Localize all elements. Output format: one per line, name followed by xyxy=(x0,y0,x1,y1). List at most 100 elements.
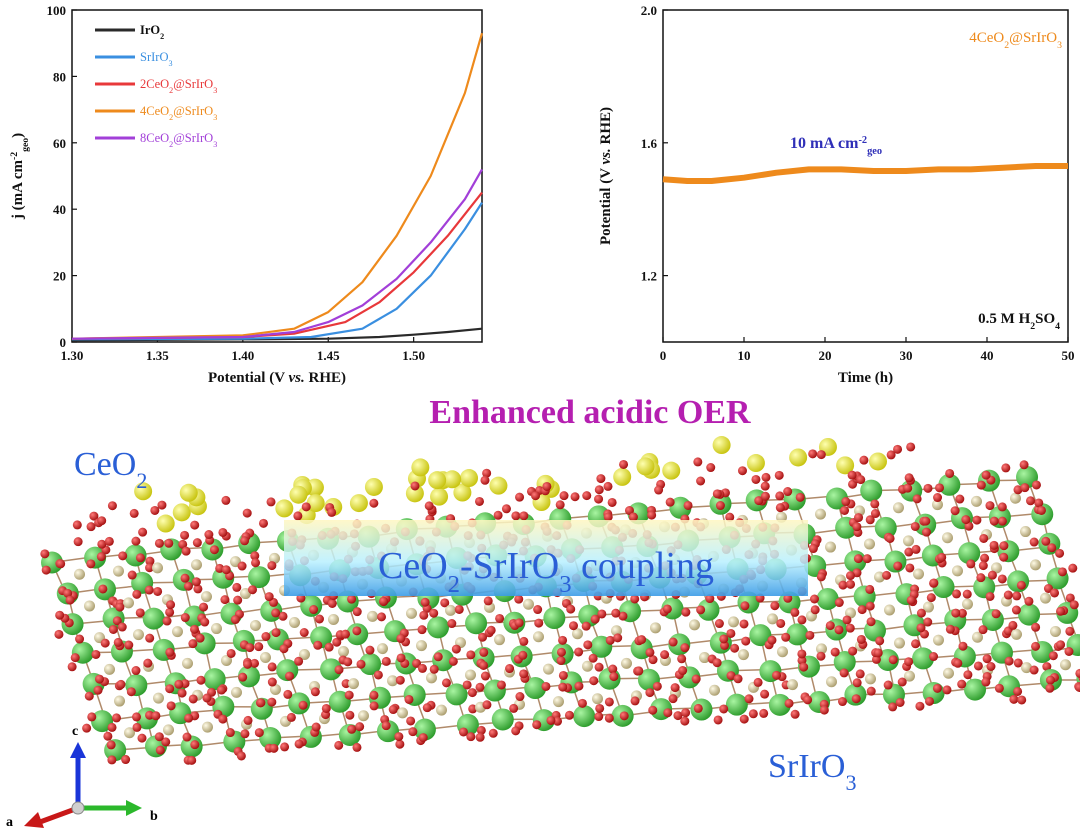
ce-atom xyxy=(747,454,765,472)
o-atom xyxy=(854,554,863,563)
o-atom xyxy=(74,537,83,546)
y-tick-label: 2.0 xyxy=(641,3,657,18)
o-atom xyxy=(132,712,141,721)
o-atom xyxy=(776,503,785,512)
o-atom xyxy=(244,716,253,725)
o-atom xyxy=(103,732,112,741)
a-axis-label: a xyxy=(6,815,13,830)
o-atom xyxy=(136,553,145,562)
o-atom xyxy=(647,511,656,520)
o-atom xyxy=(509,704,518,713)
o-atom xyxy=(82,724,91,733)
o-atom xyxy=(963,670,972,679)
o-atom xyxy=(429,609,438,618)
electrolyte-annotation: 0.5 M H2SO4 xyxy=(978,311,1060,332)
o-atom xyxy=(1020,460,1029,469)
o-atom xyxy=(858,605,867,614)
o-atom xyxy=(653,682,662,691)
o-atom xyxy=(608,665,617,674)
ce-atom xyxy=(613,468,631,486)
o-atom xyxy=(663,708,672,717)
o-atom xyxy=(574,647,583,656)
o-atom xyxy=(680,643,689,652)
sr-atom xyxy=(1007,570,1029,592)
o-atom xyxy=(809,544,818,553)
o-atom xyxy=(95,675,104,684)
o-atom xyxy=(856,669,865,678)
o-atom xyxy=(911,522,920,531)
o-atom xyxy=(1013,687,1022,696)
ce-atom xyxy=(350,494,368,512)
o-atom xyxy=(1047,543,1056,552)
o-atom xyxy=(87,712,96,721)
o-atom xyxy=(145,586,154,595)
o-atom xyxy=(1009,695,1018,704)
ir-atom xyxy=(348,678,359,689)
ir-atom xyxy=(182,658,193,669)
o-atom xyxy=(233,596,242,605)
o-atom xyxy=(835,598,844,607)
o-atom xyxy=(143,659,152,668)
ir-atom xyxy=(893,502,904,513)
o-atom xyxy=(190,625,199,634)
o-atom xyxy=(479,661,488,670)
o-atom xyxy=(299,701,308,710)
sr-atom xyxy=(465,612,487,634)
o-atom xyxy=(293,511,302,520)
o-atom xyxy=(328,599,337,608)
o-atom xyxy=(389,705,398,714)
o-atom xyxy=(108,501,117,510)
o-atom xyxy=(419,611,428,620)
ir-atom xyxy=(523,599,534,610)
o-atom xyxy=(180,531,189,540)
o-atom xyxy=(531,491,540,500)
o-atom xyxy=(696,476,705,485)
o-atom xyxy=(620,711,629,720)
ir-atom xyxy=(406,608,417,619)
o-atom xyxy=(66,596,75,605)
o-atom xyxy=(875,636,884,645)
o-atom xyxy=(353,607,362,616)
o-atom xyxy=(184,582,193,591)
o-atom xyxy=(357,660,366,669)
o-atom xyxy=(1065,627,1074,636)
o-atom xyxy=(848,647,857,656)
o-atom xyxy=(929,578,938,587)
o-atom xyxy=(796,493,805,502)
o-atom xyxy=(596,474,605,483)
plot-frame xyxy=(663,10,1068,342)
o-atom xyxy=(480,476,489,485)
legend-label: 4CeO2@SrIrO3 xyxy=(140,104,217,122)
o-atom xyxy=(459,727,468,736)
o-atom xyxy=(998,574,1007,583)
o-atom xyxy=(834,625,843,634)
ce-atom xyxy=(157,515,175,533)
o-atom xyxy=(898,677,907,686)
ir-atom xyxy=(113,566,124,577)
o-atom xyxy=(1058,567,1067,576)
ir-atom xyxy=(933,635,944,646)
y-tick-label: 1.2 xyxy=(641,269,657,284)
o-atom xyxy=(559,671,568,680)
sr-atom xyxy=(427,616,449,638)
o-atom xyxy=(871,509,880,518)
o-atom xyxy=(184,714,193,723)
o-atom xyxy=(374,670,383,679)
y-axis-title: Potential (V vs. RHE) xyxy=(598,107,614,245)
series-line-1 xyxy=(72,203,482,340)
sr-atom xyxy=(726,694,748,716)
o-atom xyxy=(654,486,663,495)
o-atom xyxy=(915,702,924,711)
o-atom xyxy=(863,554,872,563)
o-atom xyxy=(42,566,51,575)
o-atom xyxy=(98,584,107,593)
o-atom xyxy=(365,646,374,655)
o-atom xyxy=(124,641,133,650)
o-atom xyxy=(810,595,819,604)
o-atom xyxy=(421,598,430,607)
o-atom xyxy=(484,596,493,605)
o-atom xyxy=(542,482,551,491)
o-atom xyxy=(322,704,331,713)
b-axis-arrowhead xyxy=(126,800,142,816)
o-atom xyxy=(315,614,324,623)
